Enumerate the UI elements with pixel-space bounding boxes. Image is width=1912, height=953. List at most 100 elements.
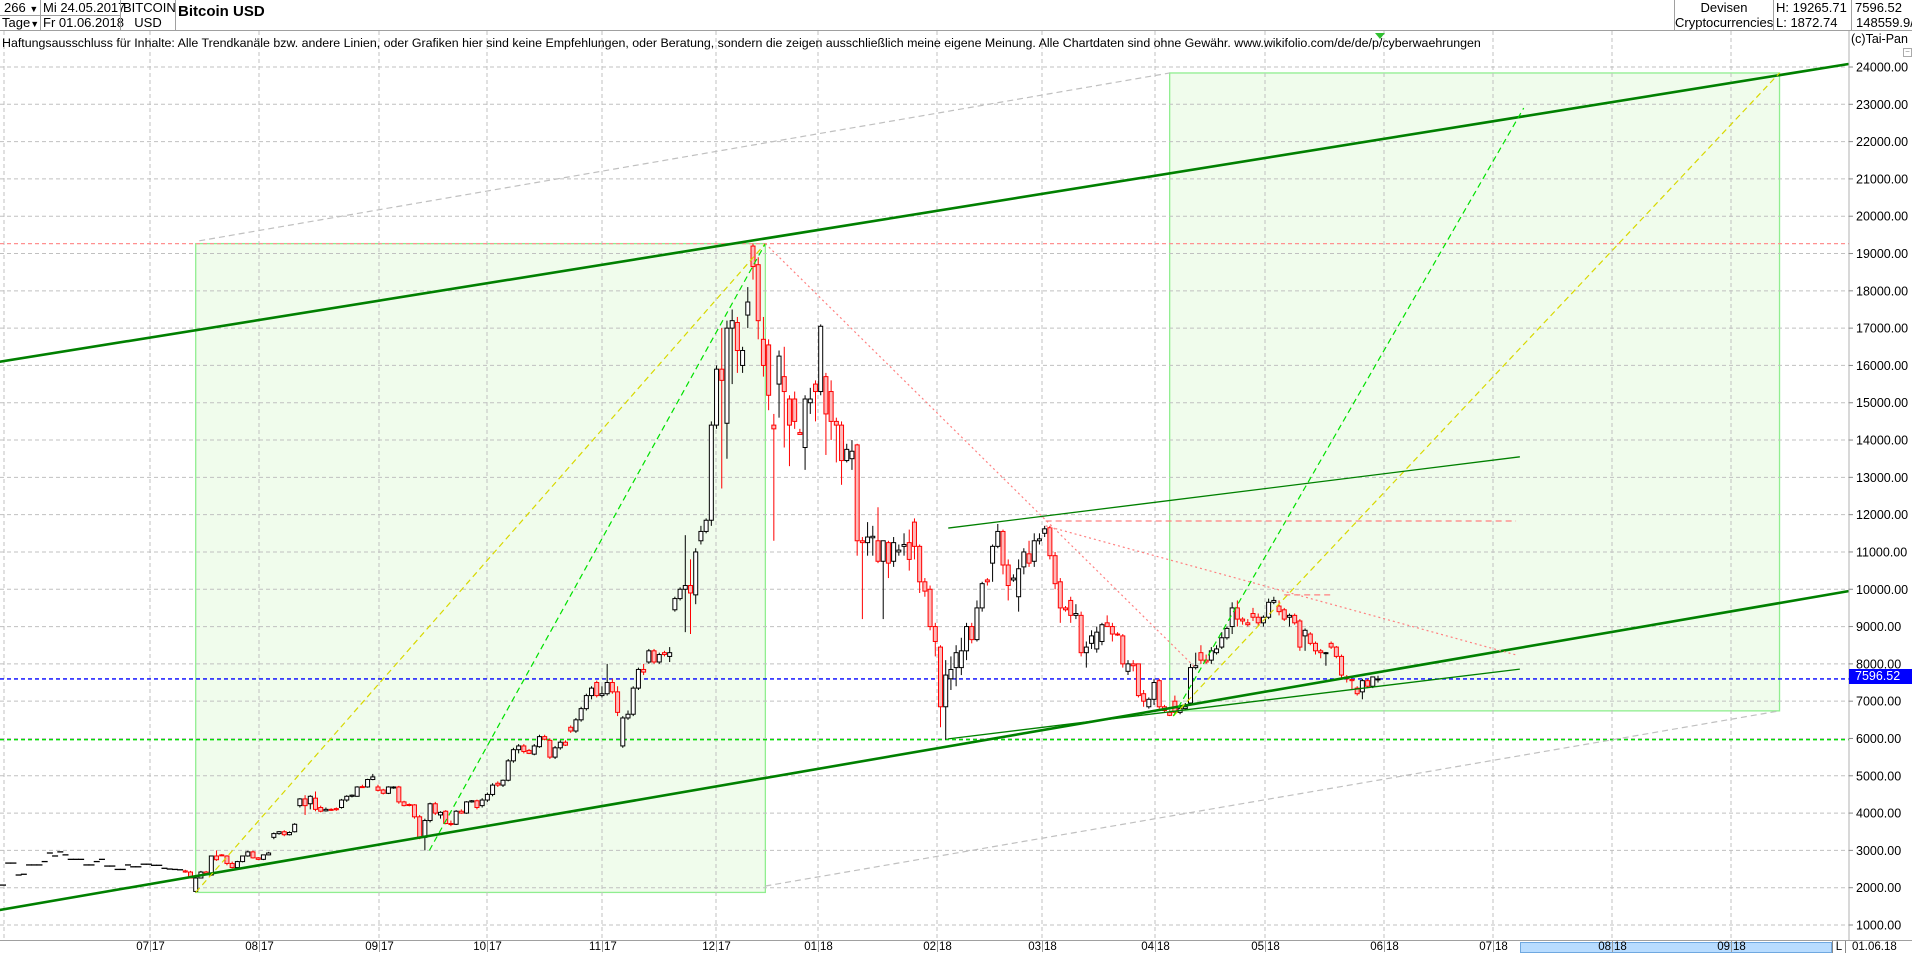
candle (1099, 622, 1105, 646)
y-tick-label: 24000.00 (1856, 61, 1908, 75)
minus-box-icon[interactable]: − (1903, 48, 1912, 57)
market-group: Devisen (1700, 0, 1748, 15)
candle-body (1224, 627, 1230, 639)
end-date[interactable]: Fr 01.06.2018 (43, 15, 124, 30)
horizontal-scrollbar[interactable] (1520, 942, 1832, 953)
candle (536, 734, 542, 748)
candle-body (797, 432, 803, 435)
start-date[interactable]: Mi 24.05.2017 (43, 0, 126, 15)
current-price-badge: 7596.52 (1849, 669, 1912, 684)
cursor-date: 01.06.18 (1852, 941, 1897, 953)
candle-body (620, 717, 626, 747)
candle-body (729, 320, 735, 329)
candle-body (1250, 613, 1256, 618)
candle-body (1104, 622, 1110, 628)
candle-body (422, 820, 428, 838)
month-separator (1493, 941, 1494, 952)
candle-body (391, 786, 397, 789)
candle-body (1167, 711, 1173, 716)
candle-body (589, 687, 595, 697)
candle-body (625, 713, 631, 719)
candle (1349, 678, 1355, 690)
candle-body (932, 626, 938, 642)
candles (0, 243, 1381, 893)
instrument-title: Bitcoin USD (178, 3, 265, 20)
candle-body (547, 739, 553, 758)
period-count-select[interactable]: 266 ▼ (4, 1, 38, 16)
candle-body (495, 782, 501, 786)
channel-lower-line (0, 589, 1849, 912)
candle (505, 758, 511, 782)
period-unit-select[interactable]: Tage▼ (2, 16, 39, 31)
candle (625, 710, 631, 720)
month-separator (1042, 941, 1043, 952)
candle (495, 781, 501, 787)
symbol-code: BITCOIN (123, 0, 176, 15)
candle-body (396, 786, 402, 803)
candle-body (745, 301, 751, 316)
candle (661, 650, 667, 657)
candle-body (1333, 646, 1339, 657)
caret-down-icon: ▼ (29, 4, 39, 14)
candle (865, 522, 871, 556)
trend-lines[interactable] (0, 62, 1849, 923)
candle (552, 745, 558, 759)
candle (276, 830, 282, 835)
candle-body (891, 542, 897, 562)
range-boxes (195, 72, 1781, 894)
candle (859, 537, 865, 620)
year-label: 18 (1157, 941, 1170, 953)
candle (1083, 641, 1089, 668)
candle (432, 801, 438, 815)
candle-body (906, 542, 912, 560)
candle-body (552, 747, 558, 758)
candle-body (385, 786, 391, 794)
y-tick-label: 7000.00 (1856, 695, 1901, 709)
candle (365, 778, 371, 788)
candle-body (714, 368, 720, 426)
candle (813, 380, 818, 422)
candle (1104, 615, 1110, 628)
candle-body (339, 799, 345, 808)
candle (698, 525, 704, 545)
candle-body (1240, 618, 1246, 622)
y-tick-label: 2000.00 (1856, 881, 1901, 895)
candle-body (771, 424, 777, 430)
candle (406, 803, 412, 807)
candle-body (1245, 622, 1251, 626)
scale-mode-button[interactable]: L (1832, 941, 1846, 953)
candle-body (1375, 678, 1381, 681)
candle (469, 800, 475, 803)
candle-body (786, 398, 792, 426)
candle-body (1130, 663, 1136, 667)
projection-upper-line (199, 72, 1170, 242)
candle (521, 744, 527, 754)
candle (182, 869, 188, 873)
candle-body (1354, 687, 1360, 695)
candle-body (438, 811, 443, 816)
candle (380, 788, 386, 795)
candle-body (448, 823, 454, 826)
month-label: 06 (1370, 941, 1383, 953)
month-label: 07 (1479, 941, 1492, 953)
candle-body (724, 327, 730, 424)
fan-lime-line (428, 243, 766, 851)
candle-body (693, 551, 699, 596)
candle (958, 637, 964, 676)
candle-body (1094, 631, 1100, 650)
candle (458, 809, 464, 814)
candle (1250, 607, 1256, 621)
candle-body (1063, 607, 1068, 611)
candle-body (781, 376, 787, 393)
year-label: 18 (1044, 941, 1057, 953)
y-tick-label: 20000.00 (1856, 210, 1908, 224)
candle (1156, 678, 1162, 709)
candle-body (302, 798, 308, 807)
y-tick-label: 3000.00 (1856, 844, 1901, 858)
candle-body (833, 420, 839, 426)
channel-thin-lower-line (948, 668, 1520, 740)
market-subgroup: Cryptocurrencies (1675, 15, 1774, 30)
year-label: 18 (939, 941, 952, 953)
candle (1141, 689, 1147, 707)
